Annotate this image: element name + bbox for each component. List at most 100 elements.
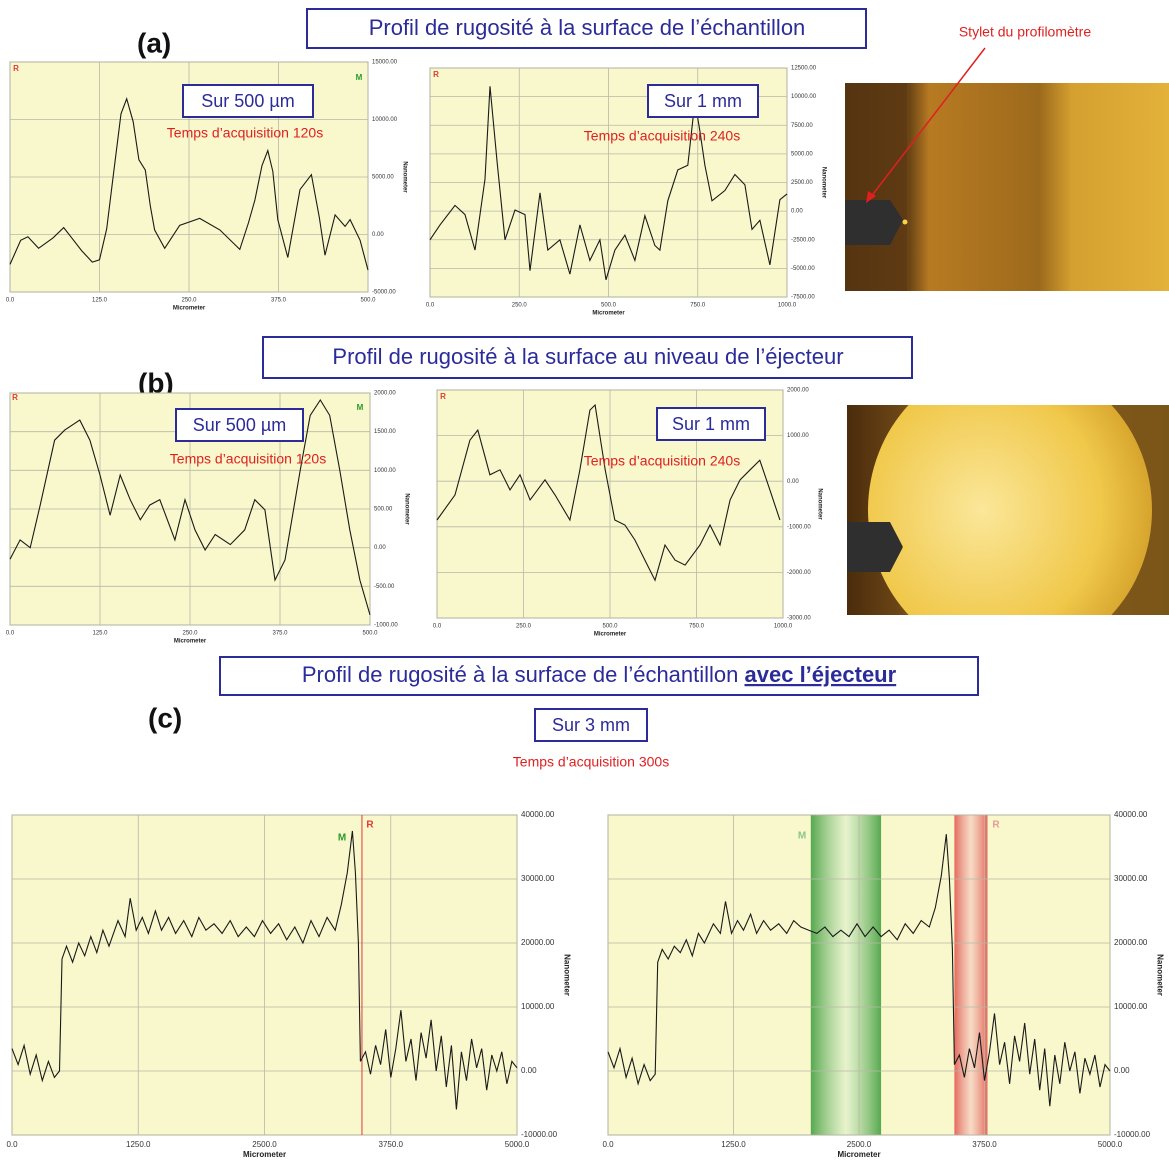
chart: 40000.00 30000.00 20000.00 10000.00 0.00 -100… xyxy=(602,810,1164,1159)
x-tick-label: 1250.0 xyxy=(721,1140,746,1149)
range-box xyxy=(182,84,314,118)
cursor-marker: R xyxy=(992,820,1000,831)
range-label: Sur 1 mm xyxy=(664,91,742,111)
acquisition-label: Temps d’acquisition 120s xyxy=(170,451,326,467)
profile-line xyxy=(11,830,518,1110)
y-tick-label: 0.00 xyxy=(787,479,799,485)
photo xyxy=(845,83,1169,291)
x-tick-label: 0.0 xyxy=(6,1140,18,1149)
x-tick-label: 125.0 xyxy=(92,631,108,637)
x-tick-label: 750.0 xyxy=(689,624,705,630)
photo xyxy=(847,405,1169,615)
x-tick-label: 750.0 xyxy=(690,303,706,309)
y-axis-label: Nanometer xyxy=(402,161,408,193)
y-tick-label: -2000.00 xyxy=(787,570,811,576)
cursor-marker: M xyxy=(798,831,806,842)
cursor-band xyxy=(954,815,988,1135)
x-tick-label: 0.0 xyxy=(6,298,15,304)
y-tick-label: 2000.00 xyxy=(787,388,809,394)
title-text: Profil de rugosité à la surface de l’éch… xyxy=(302,662,745,687)
chart: 2000.00 1000.00 0.00 -1000.00 -2000.00 -3000.… xyxy=(433,388,823,638)
cursor-band xyxy=(810,815,882,1135)
y-tick-label: 10000.00 xyxy=(521,1002,555,1011)
profile-line xyxy=(436,403,781,582)
y-tick-label: -3000.00 xyxy=(787,616,811,622)
y-tick-label: 10000.00 xyxy=(791,94,817,100)
y-tick-label: 40000.00 xyxy=(521,810,555,819)
y-tick-label: 20000.00 xyxy=(1114,938,1148,947)
range-box xyxy=(656,407,766,441)
x-tick-label: 500.0 xyxy=(601,303,617,309)
y-tick-label: -1000.00 xyxy=(787,524,811,530)
x-axis-label: Micrometer xyxy=(837,1150,880,1159)
x-tick-label: 1000.0 xyxy=(774,624,793,630)
y-tick-label: 2000.00 xyxy=(374,391,396,397)
range-box xyxy=(647,84,759,118)
cursor-marker: M xyxy=(356,73,363,82)
x-tick-label: 5000.0 xyxy=(505,1140,530,1149)
y-tick-label: -500.00 xyxy=(374,584,395,590)
chart: 2000.00 1500.00 1000.00 500.00 0.00 -500.00 -1… xyxy=(6,391,410,645)
x-tick-label: 0.0 xyxy=(6,631,15,637)
profile-line xyxy=(9,398,371,616)
x-tick-label: 2500.0 xyxy=(847,1140,872,1149)
acquisition-label: Temps d’acquisition 120s xyxy=(167,125,323,141)
cursor-marker: R xyxy=(12,393,18,402)
x-tick-label: 3750.0 xyxy=(379,1140,404,1149)
y-tick-label: 1000.00 xyxy=(787,433,809,439)
y-tick-label: 2500.00 xyxy=(791,180,813,186)
y-axis-label: Nanometer xyxy=(821,167,827,199)
range-label: Sur 500 µm xyxy=(193,415,286,435)
x-tick-label: 5000.0 xyxy=(1098,1140,1123,1149)
y-tick-label: 500.00 xyxy=(374,507,393,513)
y-tick-label: 30000.00 xyxy=(521,874,555,883)
chart: 15000.00 10000.00 5000.00 0.00 -5000.00 0.0 12… xyxy=(6,60,408,312)
range-box xyxy=(175,408,304,442)
x-tick-label: 250.0 xyxy=(512,303,528,309)
x-axis-label: Micrometer xyxy=(173,306,206,312)
y-tick-label: 12500.00 xyxy=(791,66,817,72)
y-tick-label: -5000.00 xyxy=(372,290,396,296)
cursor-marker: M xyxy=(338,833,346,844)
x-tick-label: 250.0 xyxy=(181,298,197,304)
x-tick-label: 1000.0 xyxy=(778,303,797,309)
acquisition-label: Temps d’acquisition 240s xyxy=(584,128,740,144)
panel-title: Profil de rugosité à la surface de l’éch… xyxy=(302,662,897,687)
panel-label: (a) xyxy=(137,27,171,58)
title-box xyxy=(219,656,979,696)
y-axis-label: Nanometer xyxy=(562,954,571,996)
acquisition-label: Temps d’acquisition 240s xyxy=(584,453,740,469)
y-axis-label: Nanometer xyxy=(817,488,823,520)
y-tick-label: 1500.00 xyxy=(374,429,396,435)
x-tick-label: 375.0 xyxy=(272,631,288,637)
range-box xyxy=(534,708,648,742)
x-tick-label: 125.0 xyxy=(92,298,108,304)
cursor-marker: R xyxy=(366,820,374,831)
y-axis-label: Nanometer xyxy=(1155,954,1164,996)
cursor-marker: R xyxy=(440,392,446,401)
y-tick-label: -5000.00 xyxy=(791,266,815,272)
y-tick-label: 0.00 xyxy=(372,232,384,238)
range-label: Sur 3 mm xyxy=(552,715,630,735)
x-tick-label: 3750.0 xyxy=(972,1140,997,1149)
title-emphasis: avec l’éjecteur xyxy=(745,662,897,687)
y-tick-label: 7500.00 xyxy=(791,123,813,129)
y-tick-label: 30000.00 xyxy=(1114,874,1148,883)
y-axis-label: Nanometer xyxy=(404,493,410,525)
y-tick-label: 0.00 xyxy=(521,1066,537,1075)
acquisition-label: Temps d’acquisition 300s xyxy=(513,754,669,770)
x-tick-label: 0.0 xyxy=(602,1140,614,1149)
y-tick-label: 5000.00 xyxy=(372,175,394,181)
x-axis-label: Micrometer xyxy=(594,632,627,638)
y-tick-label: -7500.00 xyxy=(791,295,815,301)
profile-line xyxy=(607,834,1111,1107)
title-box xyxy=(262,336,913,379)
y-tick-label: -2500.00 xyxy=(791,237,815,243)
x-tick-label: 250.0 xyxy=(516,624,532,630)
y-tick-label: -10000.00 xyxy=(521,1130,558,1139)
x-axis-label: Micrometer xyxy=(174,639,207,645)
y-tick-label: 10000.00 xyxy=(372,117,398,123)
annotation-arrow xyxy=(869,47,986,199)
